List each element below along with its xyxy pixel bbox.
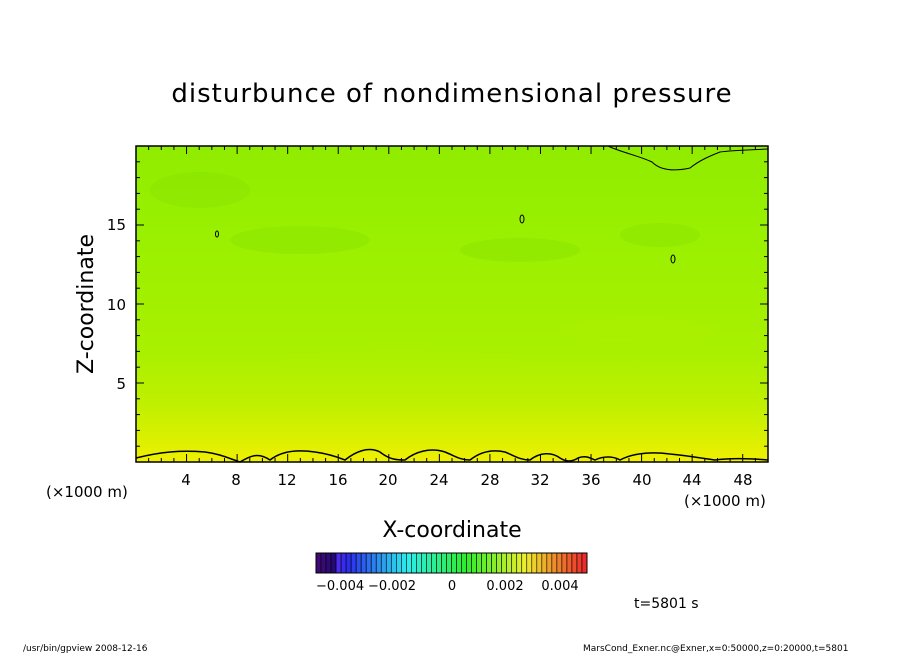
colorbar-cell — [385, 552, 392, 574]
colorbar-cell — [541, 552, 548, 574]
colorbar-cell — [325, 552, 332, 574]
contour-island-3 — [670, 254, 676, 264]
colorbar-cell — [446, 552, 452, 574]
footer-right: MarsCond_Exner.nc@Exner,x=0:50000,z=0:20… — [583, 644, 848, 654]
colorbar-cell — [335, 552, 342, 574]
pressure-field — [136, 146, 768, 462]
colorbar-tick-label: −0.004 — [316, 579, 364, 594]
time-label: t=5801 s — [634, 596, 699, 612]
y-tick-label: 10 — [107, 296, 126, 314]
footer-left: /usr/bin/gpview 2008-12-16 — [23, 644, 148, 654]
x-tick-label: 28 — [480, 471, 499, 489]
colorbar-cell — [421, 552, 427, 574]
x-tick-label: 16 — [328, 471, 347, 489]
colorbar-cell — [546, 552, 553, 574]
x-tick-label: 20 — [378, 471, 397, 489]
y-axis-label: Z-coordinate — [74, 234, 99, 374]
colorbar-cell — [566, 552, 573, 574]
colorbar-cell — [466, 552, 472, 574]
colorbar-tick-label: 0 — [448, 579, 456, 594]
colorbar-cell — [481, 552, 487, 574]
colorbar-cell — [451, 552, 457, 574]
colorbar-tick-label: 0.002 — [486, 579, 523, 594]
x-tick-label: 44 — [682, 471, 701, 489]
colorbar-tick-label: 0.004 — [541, 579, 578, 594]
colorbar-frame — [315, 552, 588, 574]
colorbar-tick-label: −0.002 — [368, 579, 416, 594]
colorbar-cell — [581, 552, 588, 574]
colorbar-cell — [406, 552, 412, 574]
colorbar-cell — [561, 552, 568, 574]
colorbar-cell — [411, 552, 417, 574]
contour-bottom — [135, 448, 769, 463]
colorbar-cell — [456, 552, 462, 574]
colorbar-cell — [395, 552, 402, 574]
contour-island-2 — [519, 214, 525, 224]
colorbar-cell — [320, 552, 327, 574]
colorbar-cell — [416, 552, 422, 574]
colorbar-cell — [375, 552, 382, 574]
colorbar-cell — [521, 552, 528, 574]
colorbar-cell — [380, 552, 387, 574]
plot-area — [135, 145, 769, 463]
x-tick-label: 36 — [581, 471, 600, 489]
x-unit-right: (×1000 m) — [684, 492, 766, 510]
x-tick-label: 24 — [429, 471, 448, 489]
colorbar-cell — [360, 552, 367, 574]
colorbar-cell — [355, 552, 362, 574]
x-tick-label: 32 — [530, 471, 549, 489]
contour-top — [607, 145, 769, 171]
contour-island-1 — [215, 230, 219, 238]
colorbar-cell — [556, 552, 563, 574]
colorbar-cell — [345, 552, 352, 574]
colorbar-cells — [315, 552, 588, 574]
colorbar-cell — [526, 552, 533, 574]
colorbar-cell — [431, 552, 437, 574]
y-tick-labels: 5 10 15 — [107, 216, 126, 393]
y-tick-marks — [136, 145, 768, 463]
colorbar-cell — [576, 552, 583, 574]
x-tick-label: 4 — [181, 471, 191, 489]
field-patches — [150, 172, 720, 370]
x-tick-label: 8 — [231, 471, 241, 489]
x-tick-labels: 4 8 12 16 20 24 28 32 36 40 44 48 — [181, 471, 752, 489]
x-tick-label: 12 — [277, 471, 296, 489]
y-tick-label: 5 — [116, 375, 126, 393]
colorbar-cell — [471, 552, 477, 574]
colorbar-cell — [441, 552, 447, 574]
colorbar-cell — [330, 552, 337, 574]
colorbar-cell — [571, 552, 578, 574]
colorbar-cell — [426, 552, 432, 574]
x-axis-label: X-coordinate — [382, 518, 521, 543]
colorbar-cell — [531, 552, 538, 574]
colorbar-cell — [476, 552, 482, 574]
colorbar-cell — [390, 552, 397, 574]
colorbar-cell — [536, 552, 543, 574]
colorbar-cell — [496, 552, 502, 574]
colorbar: −0.004 −0.002 0 0.002 0.004 — [315, 552, 588, 594]
colorbar-cell — [506, 552, 513, 574]
colorbar-cell — [315, 552, 322, 574]
colorbar-cell — [401, 552, 407, 574]
colorbar-cell — [365, 552, 372, 574]
colorbar-cell — [350, 552, 357, 574]
x-tick-label: 48 — [733, 471, 752, 489]
y-tick-label: 15 — [107, 216, 126, 234]
x-tick-marks — [135, 146, 769, 462]
colorbar-cell — [461, 552, 467, 574]
colorbar-cell — [551, 552, 558, 574]
chart-title: disturbunce of nondimensional pressure — [171, 79, 732, 109]
colorbar-cell — [486, 552, 492, 574]
colorbar-cell — [501, 552, 508, 574]
colorbar-cell — [340, 552, 347, 574]
colorbar-cell — [436, 552, 442, 574]
colorbar-cell — [516, 552, 523, 574]
colorbar-cell — [491, 552, 497, 574]
colorbar-cell — [370, 552, 377, 574]
x-unit-left: (×1000 m) — [46, 483, 128, 501]
x-tick-label: 40 — [632, 471, 651, 489]
colorbar-cell — [511, 552, 518, 574]
